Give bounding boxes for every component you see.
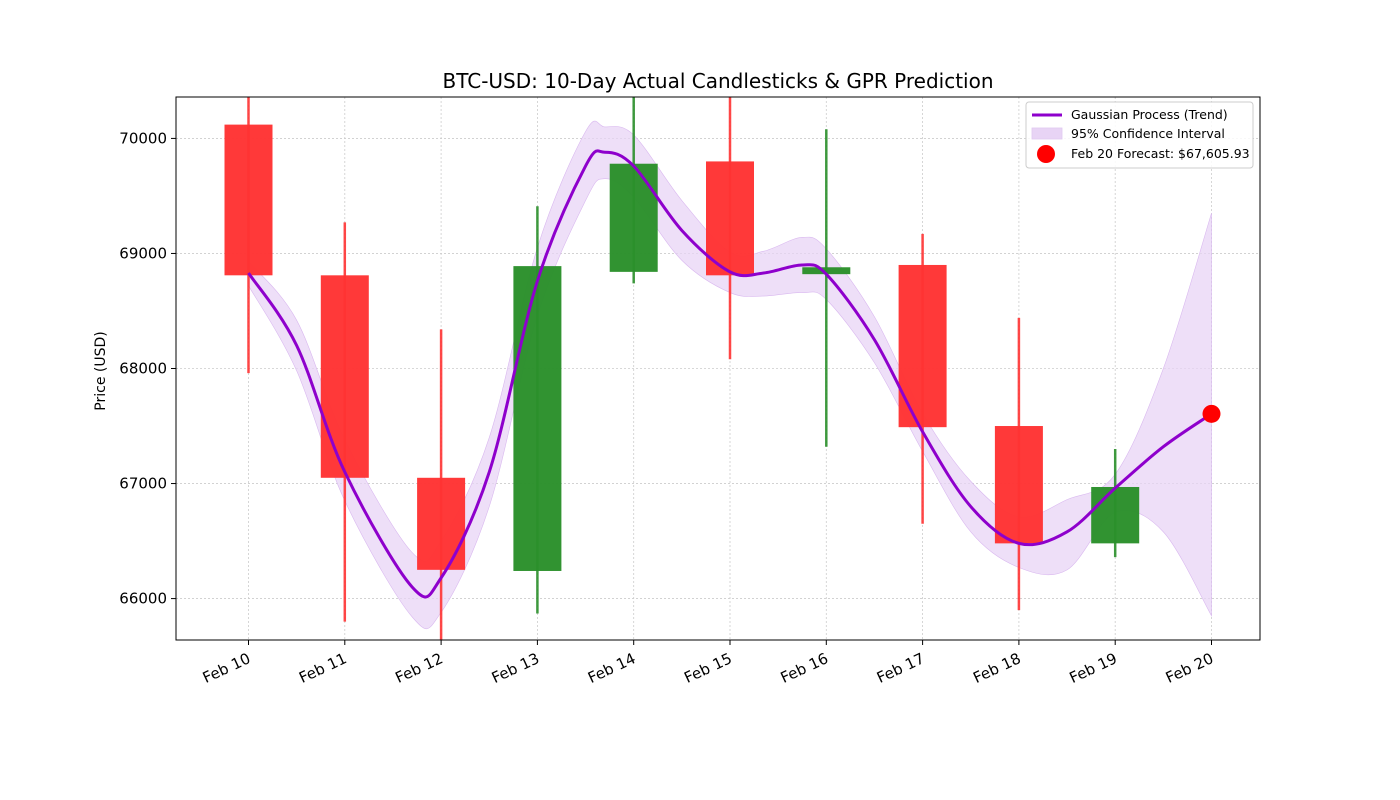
legend: Gaussian Process (Trend) 95% Confidence … <box>1025 101 1254 169</box>
legend-box <box>1025 101 1254 169</box>
chart-title: BTC-USD: 10-Day Actual Candlesticks & GP… <box>442 69 993 93</box>
candle-body <box>609 163 658 272</box>
legend-forecast-swatch <box>1037 145 1055 163</box>
trend-layer <box>247 149 1213 599</box>
trend-line <box>247 149 1213 599</box>
candle-body <box>224 124 273 276</box>
y-tick-label: 67000 <box>119 475 167 493</box>
candle-body <box>1091 486 1140 544</box>
legend-band-swatch <box>1031 127 1063 140</box>
forecast-point <box>1202 404 1221 423</box>
legend-forecast-label: Feb 20 Forecast: $67,605.93 <box>1071 146 1250 161</box>
y-axis: 66000 67000 68000 69000 70000 <box>119 129 176 608</box>
y-tick-label: 66000 <box>119 590 167 608</box>
candle-body <box>802 267 851 275</box>
candle-body <box>320 275 369 478</box>
forecast-layer <box>1202 404 1221 423</box>
legend-band-label: 95% Confidence Interval <box>1071 126 1225 141</box>
y-axis-label: Price (USD) <box>93 331 109 410</box>
candle-body <box>706 161 754 276</box>
candle-body <box>417 477 466 570</box>
y-tick-label: 69000 <box>119 244 167 262</box>
candle-body <box>513 266 562 571</box>
y-tick-label: 70000 <box>119 129 167 147</box>
candle-body <box>994 426 1043 544</box>
y-tick-label: 68000 <box>119 360 167 378</box>
legend-trend-label: Gaussian Process (Trend) <box>1071 107 1228 122</box>
